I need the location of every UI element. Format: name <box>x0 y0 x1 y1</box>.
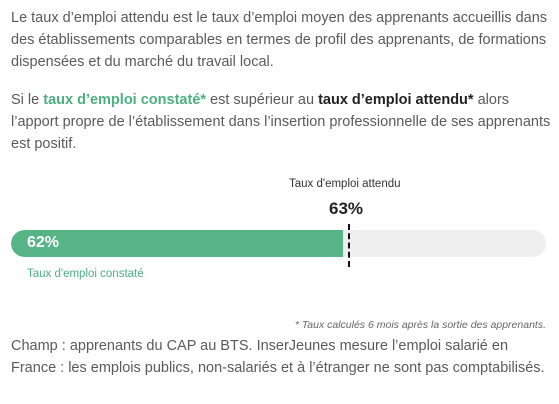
footnote: * Taux calculés 6 mois après la sortie d… <box>294 319 546 331</box>
actual-rate-fill <box>11 230 343 257</box>
expected-rate-marker <box>348 224 351 267</box>
comparison-middle: est supérieur au <box>206 92 319 108</box>
comparison-suffix: alors l’apport propre de l’établissement… <box>11 92 551 152</box>
comparison-prefix: Si le <box>11 92 44 108</box>
expected-rate-value: 63% <box>329 199 364 218</box>
definition-paragraph: Le taux d’emploi attendu est le taux d’e… <box>11 10 548 70</box>
scope-paragraph: Champ : apprenants du CAP au BTS. InserJ… <box>11 338 545 376</box>
employment-rate-bar: 62% <box>11 230 546 257</box>
expected-rate-label: Taux d'emploi attendu <box>289 178 401 190</box>
actual-rate-term: taux d’emploi constaté* <box>43 92 207 108</box>
actual-rate-value: 62% <box>27 234 60 251</box>
expected-rate-term: taux d’emploi attendu* <box>318 92 474 108</box>
comparison-paragraph: Si le taux d’emploi constaté* est supéri… <box>11 89 551 155</box>
actual-rate-label: Taux d'emploi constaté <box>27 268 144 280</box>
